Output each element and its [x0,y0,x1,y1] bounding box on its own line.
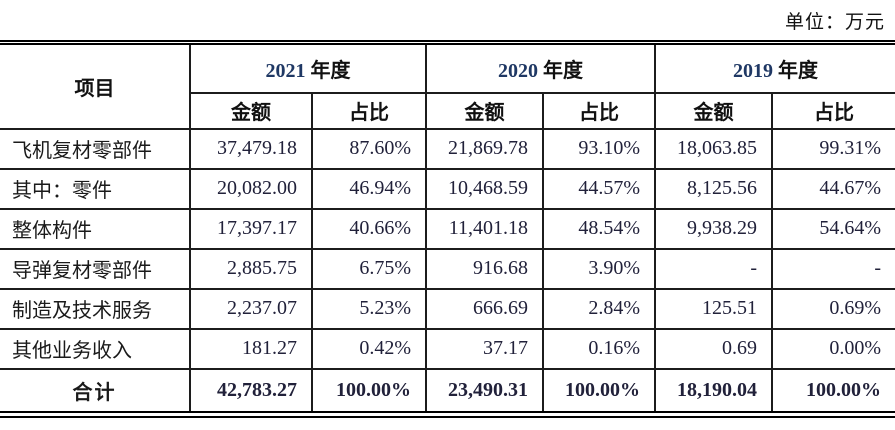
cell-ratio-2021: 40.66% [311,207,427,250]
cell-amount-2021: 17,397.17 [189,207,313,250]
total-amount-2021: 42,783.27 [189,367,313,416]
ratio-header-2019: 占比 [771,91,895,130]
cell-amount-2021: 2,237.07 [189,287,313,330]
cell-ratio-2021: 6.75% [311,247,427,290]
cell-ratio-2021: 5.23% [311,287,427,330]
table-row: 整体构件 17,397.17 40.66% 11,401.18 48.54% 9… [0,207,895,250]
cell-amount-2020: 10,468.59 [425,167,544,210]
cell-ratio-2020: 44.57% [542,167,656,210]
unit-label: 单位：万元 [784,12,885,33]
row-label: 整体构件 [0,207,191,250]
total-ratio-2019: 100.00% [771,367,895,416]
ratio-header-2020: 占比 [542,91,656,130]
year-header-2019: 2019 年度 [654,41,895,94]
table-header: 项目 2021 年度 2020 年度 2019 年度 金额 占比 金额 占比 金… [0,41,895,130]
total-ratio-2021: 100.00% [311,367,427,416]
revenue-breakdown-table: 项目 2021 年度 2020 年度 2019 年度 金额 占比 金额 占比 金… [0,40,895,418]
cell-ratio-2020: 0.16% [542,327,656,370]
cell-amount-2019: 8,125.56 [654,167,773,210]
cell-ratio-2019: 54.64% [771,207,895,250]
cell-ratio-2019: 0.69% [771,287,895,330]
cell-amount-2021: 181.27 [189,327,313,370]
amount-header-2021: 金额 [190,91,313,130]
amount-header-2020: 金额 [425,91,544,130]
cell-amount-2021: 2,885.75 [189,247,313,290]
year-number-2020: 2020 [498,59,538,82]
year-header-2020: 2020 年度 [425,41,656,94]
ratio-header-2021: 占比 [311,91,427,130]
cell-amount-2020: 916.68 [425,247,544,290]
table-row: 导弹复材零部件 2,885.75 6.75% 916.68 3.90% - - [0,247,895,290]
year-number-2021: 2021 [265,59,306,82]
cell-ratio-2020: 93.10% [542,127,656,170]
year-suffix-2019: 年度 [778,59,818,82]
total-amount-2020: 23,490.31 [425,367,544,416]
year-header-2021: 2021 年度 [189,41,427,94]
cell-amount-2020: 37.17 [425,327,544,370]
total-amount-2019: 18,190.04 [654,367,773,416]
cell-amount-2020: 21,869.78 [425,127,544,170]
cell-amount-2021: 37,479.18 [189,127,313,170]
cell-amount-2020: 666.69 [425,287,544,330]
cell-amount-2020: 11,401.18 [425,207,544,250]
cell-amount-2019: - [654,247,773,290]
cell-ratio-2020: 48.54% [542,207,656,250]
cell-ratio-2021: 87.60% [311,127,427,170]
total-ratio-2020: 100.00% [542,367,656,416]
cell-ratio-2019: 0.00% [771,327,895,370]
cell-ratio-2020: 3.90% [542,247,656,290]
table-row: 其中：零件 20,082.00 46.94% 10,468.59 44.57% … [0,167,895,210]
cell-ratio-2019: - [771,247,895,290]
table-row: 制造及技术服务 2,237.07 5.23% 666.69 2.84% 125.… [0,287,895,330]
row-label: 导弹复材零部件 [0,247,191,290]
cell-amount-2021: 20,082.00 [189,167,313,210]
cell-amount-2019: 9,938.29 [654,207,773,250]
cell-ratio-2021: 0.42% [311,327,427,370]
cell-amount-2019: 0.69 [654,327,773,370]
row-label: 飞机复材零部件 [0,127,191,170]
year-suffix-2021: 年度 [310,59,351,82]
table-body: 飞机复材零部件 37,479.18 87.60% 21,869.78 93.10… [0,127,895,416]
item-column-header: 项目 [0,41,191,130]
cell-ratio-2019: 99.31% [771,127,895,170]
row-label: 其他业务收入 [0,327,191,370]
row-label: 其中：零件 [0,167,191,210]
row-label: 制造及技术服务 [0,287,191,330]
cell-amount-2019: 125.51 [654,287,773,330]
cell-amount-2019: 18,063.85 [654,127,773,170]
amount-header-2019: 金额 [654,91,773,130]
cell-ratio-2020: 2.84% [542,287,656,330]
header-sub-row: 金额 占比 金额 占比 金额 占比 [0,91,895,130]
total-row: 合计 42,783.27 100.00% 23,490.31 100.00% 1… [0,367,895,416]
year-number-2019: 2019 [733,59,773,82]
total-label: 合计 [0,367,191,416]
header-year-row: 项目 2021 年度 2020 年度 2019 年度 [0,41,895,130]
cell-ratio-2021: 46.94% [311,167,427,210]
cell-ratio-2019: 44.67% [771,167,895,210]
year-suffix-2020: 年度 [543,59,583,82]
table-row: 飞机复材零部件 37,479.18 87.60% 21,869.78 93.10… [0,127,895,170]
table-row: 其他业务收入 181.27 0.42% 37.17 0.16% 0.69 0.0… [0,327,895,370]
